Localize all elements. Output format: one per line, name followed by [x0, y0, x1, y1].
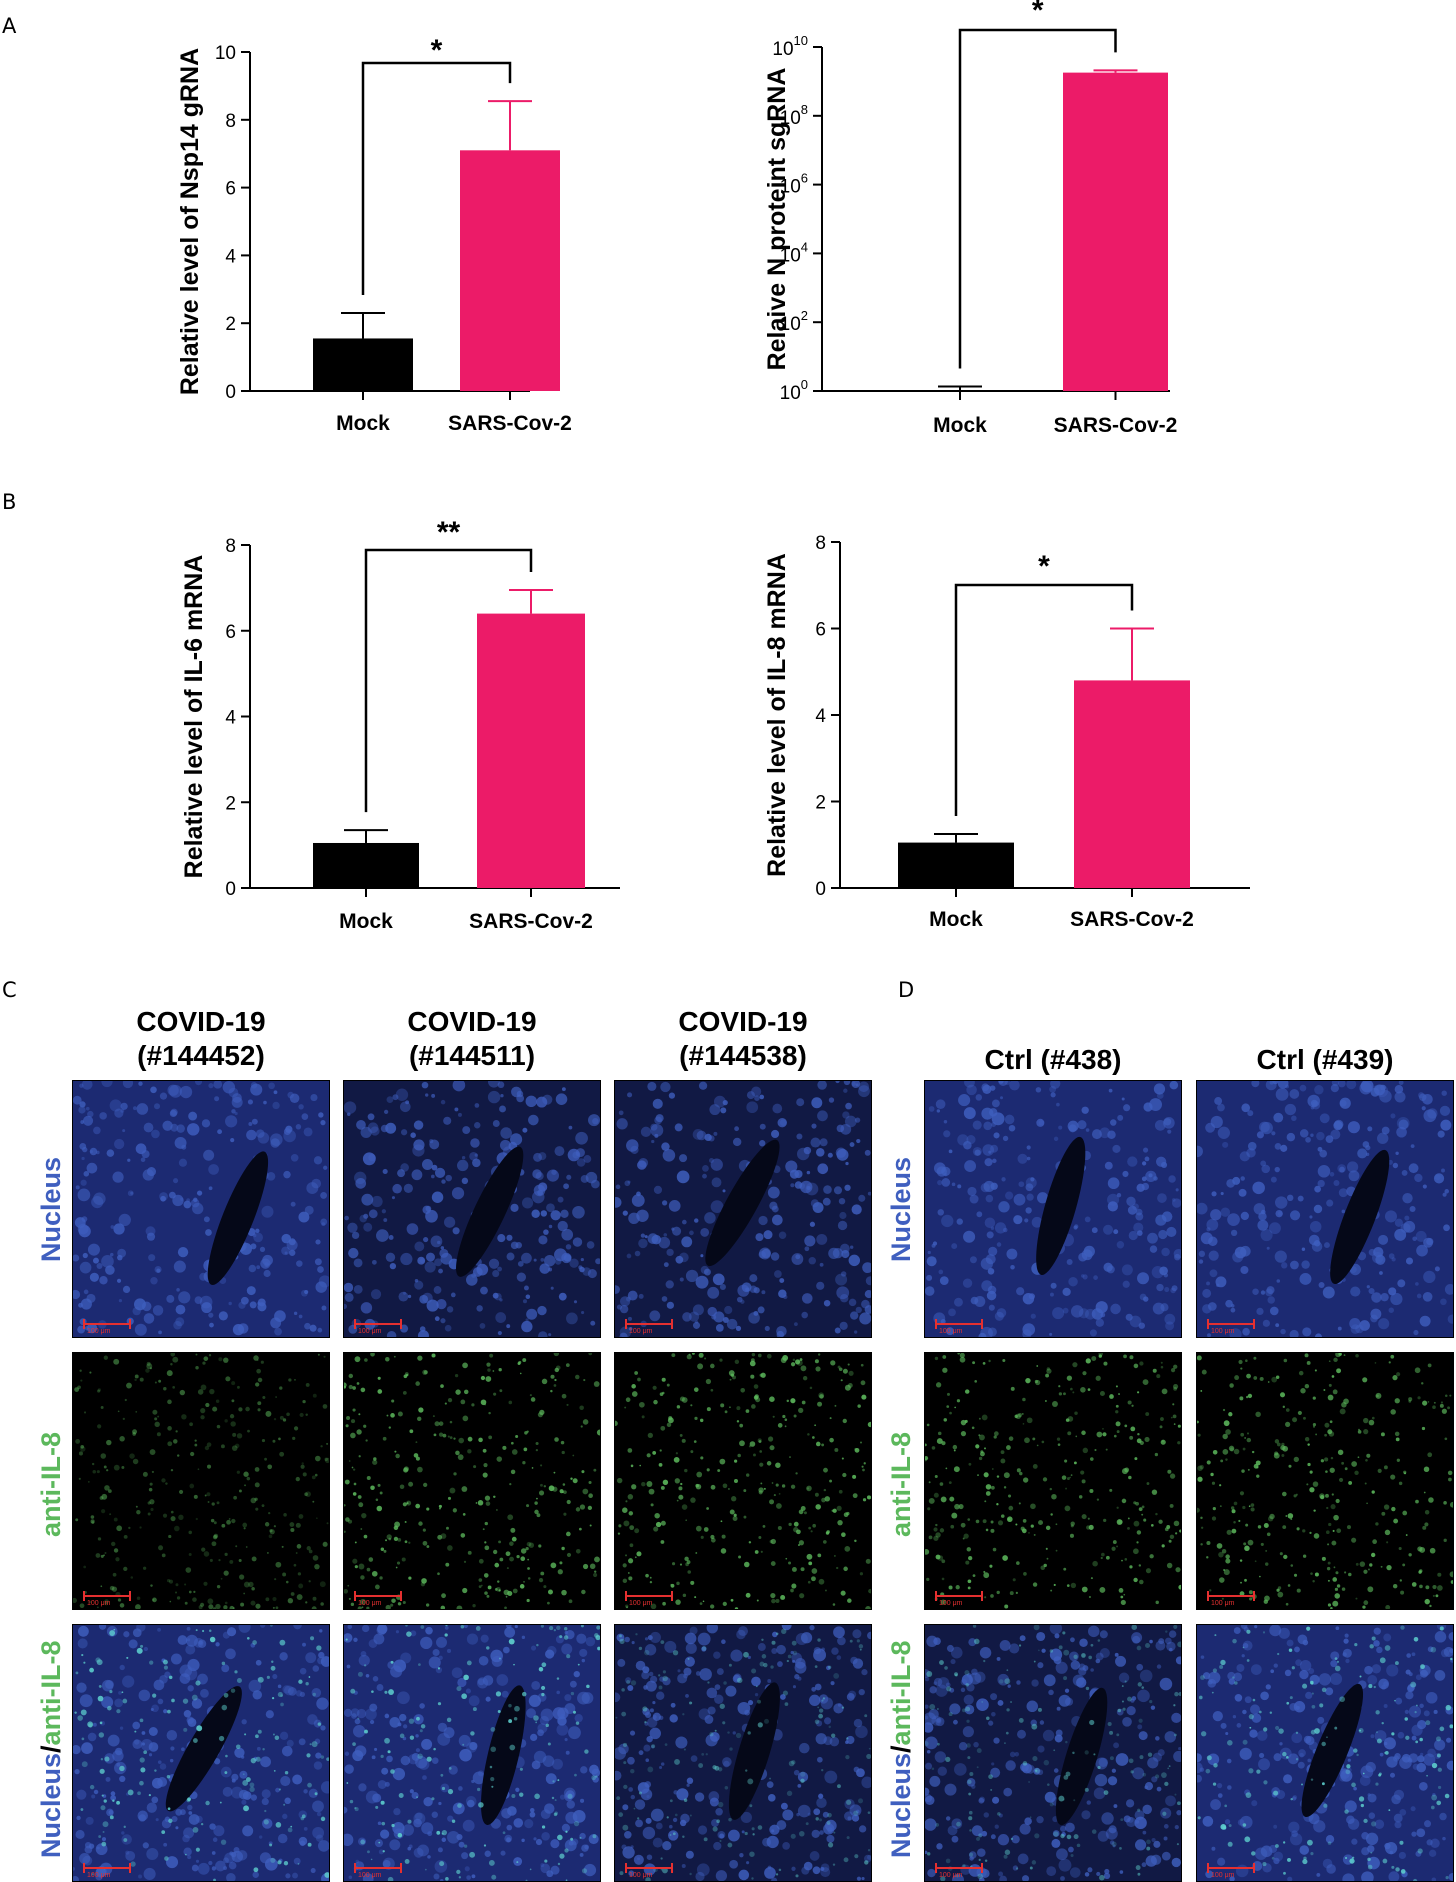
- chart-il8-mrna: 0 2 4 6 8 Relative level of IL-8 mRNA Mock SARS…: [0, 0, 1456, 960]
- category-label: Mock: [929, 908, 983, 931]
- scale-bar: [625, 1867, 673, 1869]
- micrograph-covid-1-merge: 100 μm: [72, 1624, 330, 1882]
- scale-bar: [1207, 1595, 1255, 1597]
- row-label-merge-c-sep: /: [36, 1745, 66, 1753]
- scale-bar: [83, 1323, 131, 1325]
- micrograph-covid-3-nucleus: 100 μm: [614, 1080, 872, 1338]
- micrograph-covid-3-merge: 100 μm: [614, 1624, 872, 1882]
- scale-bar-label: 100 μm: [939, 1872, 963, 1879]
- row-label-merge-d-b: anti-IL-8: [886, 1640, 916, 1745]
- micrograph-ctrl-2-il8-texture: [1197, 1353, 1453, 1609]
- row-label-merge-c-a: Nucleus: [36, 1753, 66, 1858]
- micrograph-covid-1-merge-texture: [73, 1625, 329, 1881]
- scale-bar: [354, 1867, 402, 1869]
- y-tick-label: 2: [815, 793, 826, 814]
- row-label-merge-d-a: Nucleus: [886, 1753, 916, 1858]
- scale-bar: [935, 1595, 983, 1597]
- micrograph-covid-3-il8-texture: [615, 1353, 871, 1609]
- image-title-ctrl-1: Ctrl (#438): [924, 1043, 1182, 1077]
- micrograph-ctrl-1-nucleus-texture: [925, 1081, 1181, 1337]
- row-label-merge-d-sep: /: [886, 1745, 916, 1753]
- scale-bar-label: 100 μm: [358, 1872, 382, 1879]
- panel-letter-d: D: [898, 978, 914, 1002]
- micrograph-ctrl-2-merge: 100 μm: [1196, 1624, 1454, 1882]
- image-title-covid-2: COVID-19 (#144511): [343, 1005, 601, 1073]
- y-tick-label: 4: [815, 706, 826, 727]
- y-tick-label: 0: [815, 879, 826, 900]
- micrograph-covid-2-merge: 100 μm: [343, 1624, 601, 1882]
- micrograph-covid-2-nucleus-texture: [344, 1081, 600, 1337]
- scale-bar-label: 100 μm: [1211, 1328, 1235, 1335]
- micrograph-ctrl-2-nucleus-texture: [1197, 1081, 1453, 1337]
- y-axis-title: Relative level of IL-8 mRNA: [763, 553, 791, 877]
- micrograph-covid-1-il8-texture: [73, 1353, 329, 1609]
- micrograph-covid-1-il8: 100 μm: [72, 1352, 330, 1610]
- scale-bar: [625, 1323, 673, 1325]
- scale-bar: [625, 1595, 673, 1597]
- category-label: SARS-Cov-2: [1070, 908, 1194, 931]
- row-label-nucleus-d: Nucleus: [886, 1157, 917, 1262]
- micrograph-covid-2-il8: 100 μm: [343, 1352, 601, 1610]
- scale-bar-label: 100 μm: [629, 1328, 653, 1335]
- micrograph-ctrl-2-merge-texture: [1197, 1625, 1453, 1881]
- micrograph-ctrl-2-il8: 100 μm: [1196, 1352, 1454, 1610]
- row-label-merge-d: Nucleus/anti-IL-8: [886, 1640, 917, 1858]
- row-label-il8-c: anti-IL-8: [36, 1432, 67, 1537]
- image-title-covid-1: COVID-19 (#144452): [72, 1005, 330, 1073]
- bar-mock: [898, 843, 1014, 888]
- scale-bar: [354, 1323, 402, 1325]
- micrograph-ctrl-1-nucleus: 100 μm: [924, 1080, 1182, 1338]
- micrograph-covid-3-merge-texture: [615, 1625, 871, 1881]
- scale-bar-label: 100 μm: [87, 1328, 111, 1335]
- scale-bar-label: 100 μm: [358, 1600, 382, 1607]
- micrograph-covid-2-il8-texture: [344, 1353, 600, 1609]
- scale-bar: [935, 1323, 983, 1325]
- image-title-covid-2-line2: (#144511): [343, 1039, 601, 1073]
- scale-bar-label: 100 μm: [939, 1600, 963, 1607]
- image-title-covid-3-line2: (#144538): [614, 1039, 872, 1073]
- scale-bar: [83, 1867, 131, 1869]
- micrograph-ctrl-2-nucleus: 100 μm: [1196, 1080, 1454, 1338]
- row-label-merge-c-b: anti-IL-8: [36, 1640, 66, 1745]
- scale-bar-label: 100 μm: [1211, 1600, 1235, 1607]
- scale-bar-label: 100 μm: [629, 1872, 653, 1879]
- image-title-covid-3: COVID-19 (#144538): [614, 1005, 872, 1073]
- image-title-covid-2-line1: COVID-19: [343, 1005, 601, 1039]
- y-tick-label: 6: [815, 620, 826, 641]
- scale-bar-label: 100 μm: [629, 1600, 653, 1607]
- micrograph-ctrl-1-merge: 100 μm: [924, 1624, 1182, 1882]
- scale-bar-label: 100 μm: [1211, 1872, 1235, 1879]
- row-label-il8-d: anti-IL-8: [886, 1432, 917, 1537]
- micrograph-covid-3-nucleus-texture: [615, 1081, 871, 1337]
- scale-bar-label: 100 μm: [358, 1328, 382, 1335]
- image-title-covid-1-line1: COVID-19: [72, 1005, 330, 1039]
- image-title-covid-1-line2: (#144452): [72, 1039, 330, 1073]
- scale-bar-label: 100 μm: [87, 1600, 111, 1607]
- micrograph-covid-1-nucleus-texture: [73, 1081, 329, 1337]
- image-title-ctrl-2: Ctrl (#439): [1196, 1043, 1454, 1077]
- scale-bar-label: 100 μm: [87, 1872, 111, 1879]
- micrograph-covid-1-nucleus: 100 μm: [72, 1080, 330, 1338]
- scale-bar-label: 100 μm: [939, 1328, 963, 1335]
- scale-bar: [354, 1595, 402, 1597]
- micrograph-ctrl-1-merge-texture: [925, 1625, 1181, 1881]
- panel-letter-c: C: [2, 978, 17, 1002]
- micrograph-ctrl-1-il8: 100 μm: [924, 1352, 1182, 1610]
- scale-bar: [1207, 1867, 1255, 1869]
- significance-marker: *: [1038, 550, 1050, 583]
- scale-bar: [83, 1595, 131, 1597]
- micrograph-covid-2-merge-texture: [344, 1625, 600, 1881]
- micrograph-covid-2-nucleus: 100 μm: [343, 1080, 601, 1338]
- y-tick-label: 8: [815, 533, 826, 554]
- scale-bar: [935, 1867, 983, 1869]
- image-title-covid-3-line1: COVID-19: [614, 1005, 872, 1039]
- bar-sars-cov-2: [1074, 680, 1190, 888]
- scale-bar: [1207, 1323, 1255, 1325]
- micrograph-covid-3-il8: 100 μm: [614, 1352, 872, 1610]
- row-label-nucleus-c: Nucleus: [36, 1157, 67, 1262]
- row-label-merge-c: Nucleus/anti-IL-8: [36, 1640, 67, 1858]
- micrograph-ctrl-1-il8-texture: [925, 1353, 1181, 1609]
